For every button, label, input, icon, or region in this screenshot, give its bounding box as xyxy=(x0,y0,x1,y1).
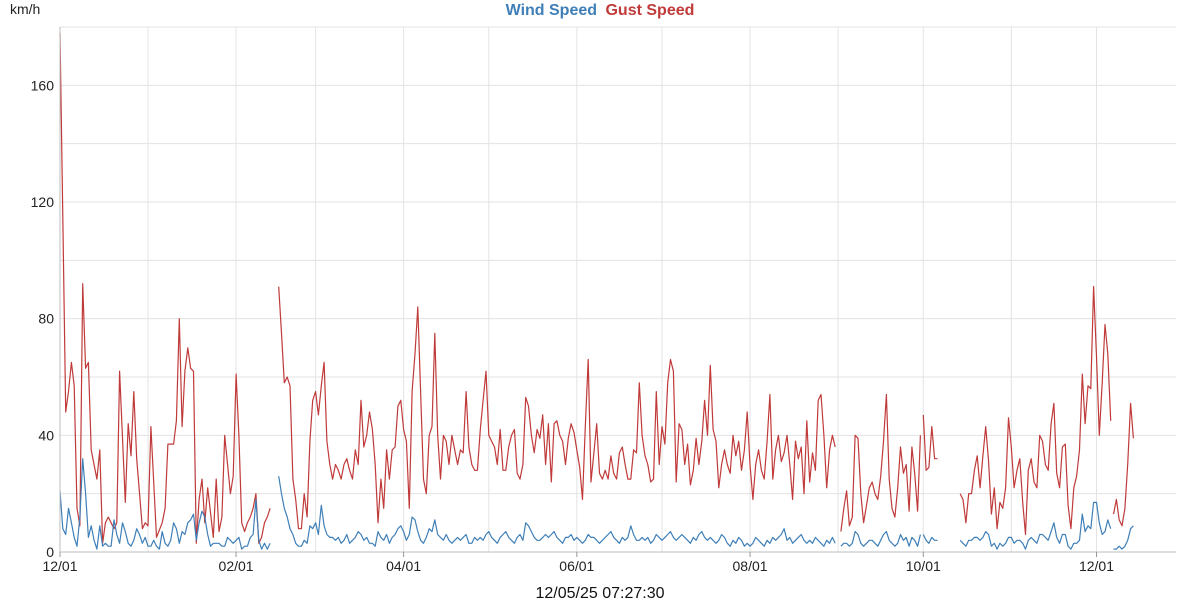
x-tick-label: 12/01 xyxy=(42,558,77,574)
x-tick-label: 10/01 xyxy=(906,558,941,574)
wind-speed-line xyxy=(278,476,836,547)
timestamp-label: 12/05/25 07:27:30 xyxy=(535,585,664,600)
y-tick-label: 40 xyxy=(38,427,54,443)
grid-layer xyxy=(59,26,1176,552)
x-tick-labels: 12/01 02/01 04/01 06/01 08/01 10/01 12/01 xyxy=(42,552,1114,574)
gust-speed-series xyxy=(59,32,1134,544)
gust-speed-line xyxy=(959,286,1112,536)
title-wind-speed: Wind Speed xyxy=(506,2,597,19)
wind-speed-line xyxy=(840,530,921,547)
gust-speed-line xyxy=(59,32,271,544)
wind-speed-series xyxy=(59,458,1134,550)
gust-speed-line xyxy=(922,414,938,471)
y-tick-labels: 0 40 80 120 160 xyxy=(31,77,55,560)
y-axis-unit-label: km/h xyxy=(10,1,40,17)
gust-speed-line xyxy=(1112,402,1134,527)
x-tick-label: 06/01 xyxy=(559,558,594,574)
chart-title: Wind Speed Gust Speed xyxy=(506,2,695,19)
wind-speed-line xyxy=(922,534,938,544)
y-tick-label: 120 xyxy=(31,194,55,210)
x-tick-label: 12/01 xyxy=(1079,558,1114,574)
y-tick-label: 160 xyxy=(31,77,55,93)
x-tick-label: 04/01 xyxy=(386,558,421,574)
x-tick-label: 08/01 xyxy=(733,558,768,574)
wind-speed-line xyxy=(1113,525,1134,550)
axis-layer xyxy=(59,27,1176,553)
series-layer xyxy=(59,32,1134,550)
wind-speed-line xyxy=(59,458,271,550)
x-tick-label: 02/01 xyxy=(219,558,254,574)
gust-speed-line xyxy=(278,286,836,530)
gust-speed-line xyxy=(840,393,921,532)
title-gust-speed: Gust Speed xyxy=(605,2,694,19)
wind-speed-line xyxy=(959,501,1112,550)
y-tick-label: 80 xyxy=(38,311,54,327)
y-tick-label: 0 xyxy=(46,544,54,560)
